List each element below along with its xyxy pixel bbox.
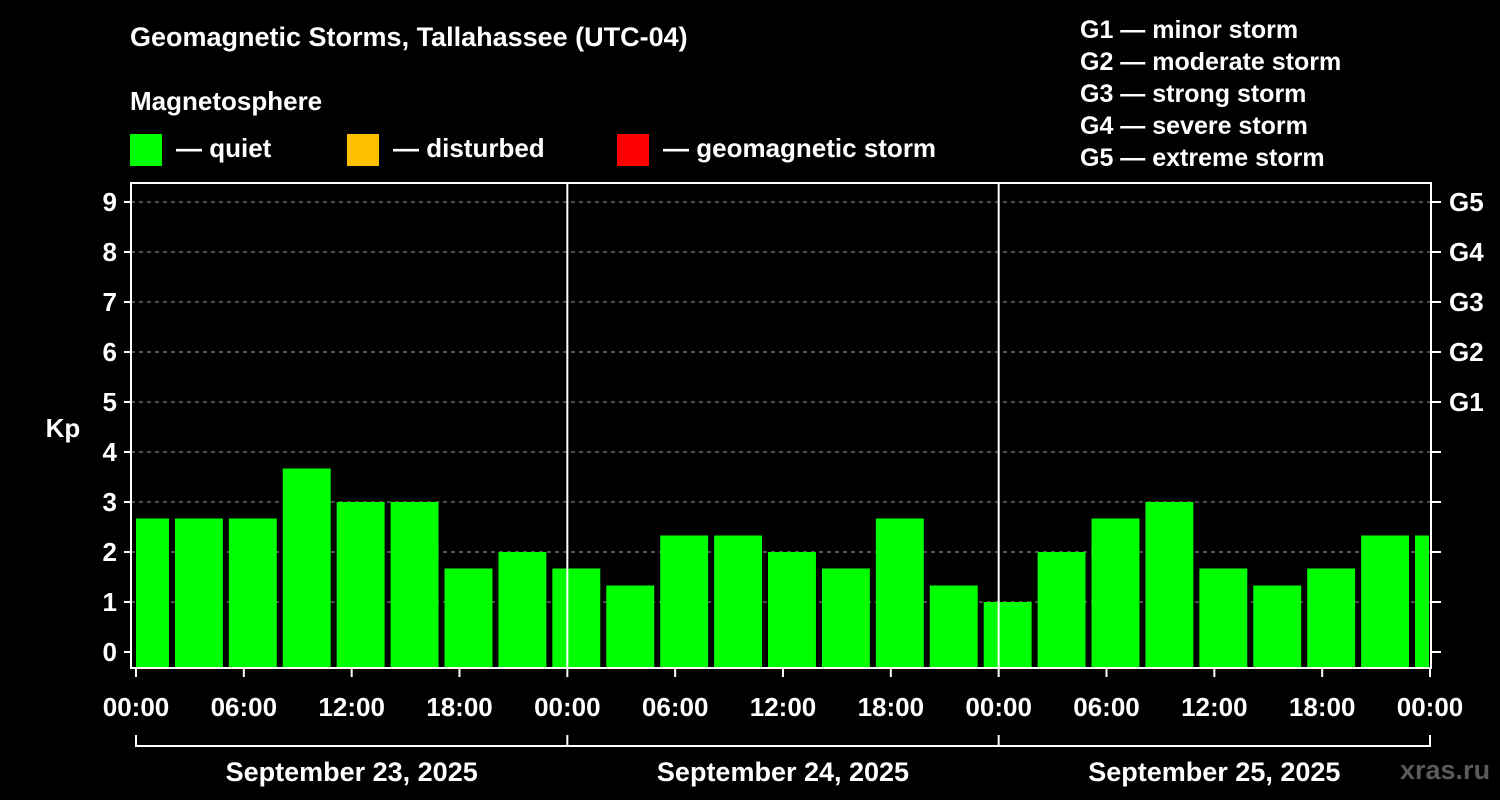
y-tick-label-7: 7	[103, 287, 117, 317]
chart-title: Geomagnetic Storms, Tallahassee (UTC-04)	[130, 22, 688, 52]
kp-bar-14	[875, 518, 924, 668]
right-axis-label-G2: G2	[1449, 337, 1484, 367]
x-tick-label-3: 18:00	[426, 692, 493, 722]
legend-quiet-swatch	[130, 134, 162, 166]
legend-quiet-label: — quiet	[176, 133, 272, 163]
kp-bar-17	[1037, 552, 1086, 668]
legend-disturbed-label: — disturbed	[393, 133, 545, 163]
g-level-4: G4 — severe storm	[1080, 112, 1308, 140]
x-tick-label-9: 06:00	[1073, 692, 1140, 722]
x-tick-label-11: 18:00	[1289, 692, 1356, 722]
y-tick-label-9: 9	[103, 187, 117, 217]
y-tick-label-3: 3	[103, 487, 117, 517]
x-tick-label-4: 00:00	[534, 692, 601, 722]
x-tick-label-1: 06:00	[211, 692, 278, 722]
kp-bar-9	[606, 585, 655, 668]
day-label-2: September 25, 2025	[1088, 757, 1340, 787]
g-level-1: G1 — minor storm	[1080, 16, 1299, 44]
y-tick-label-2: 2	[103, 537, 117, 567]
g-level-2: G2 — moderate storm	[1080, 48, 1342, 76]
kp-bar-2	[228, 518, 277, 668]
x-tick-label-6: 12:00	[750, 692, 817, 722]
kp-bar-1	[174, 518, 223, 668]
kp-bar-24	[1415, 535, 1429, 668]
kp-bar-8	[552, 568, 601, 668]
plot-frame	[130, 182, 1432, 669]
y-axis-title: Kp	[46, 413, 81, 443]
kp-bar-12	[768, 552, 816, 668]
day-label-0: September 23, 2025	[226, 757, 478, 787]
y-tick-label-1: 1	[103, 587, 117, 617]
x-tick-label-7: 18:00	[858, 692, 925, 722]
kp-bar-15	[929, 585, 978, 668]
x-tick-label-10: 12:00	[1181, 692, 1248, 722]
x-tick-label-12: 00:00	[1397, 692, 1464, 722]
kp-bar-10	[660, 535, 709, 668]
g-level-legend: G1 — minor storm G2 — moderate storm G3 …	[1080, 14, 1341, 174]
x-tick-label-8: 00:00	[965, 692, 1032, 722]
kp-bar-13	[821, 568, 870, 668]
right-axis-label-G1: G1	[1449, 387, 1484, 417]
day-label-1: September 24, 2025	[657, 757, 909, 787]
kp-bar-23	[1361, 535, 1410, 668]
kp-bar-16	[983, 602, 1032, 668]
y-tick-label-5: 5	[103, 387, 117, 417]
right-axis-label-G3: G3	[1449, 287, 1484, 317]
kp-bar-21	[1253, 585, 1302, 668]
kp-bar-11	[714, 535, 763, 668]
kp-bar-0	[136, 518, 169, 668]
x-tick-label-0: 00:00	[103, 692, 170, 722]
y-tick-label-6: 6	[103, 337, 117, 367]
kp-bar-19	[1145, 502, 1194, 668]
kp-bar-5	[390, 502, 439, 668]
y-tick-label-4: 4	[103, 437, 118, 467]
right-axis-label-G5: G5	[1449, 187, 1484, 217]
x-tick-label-5: 06:00	[642, 692, 709, 722]
kp-bar-18	[1091, 518, 1140, 668]
right-axis-label-G4: G4	[1449, 237, 1484, 267]
legend-storm-label: — geomagnetic storm	[663, 133, 937, 163]
g-level-5: G5 — extreme storm	[1080, 144, 1325, 172]
magnetosphere-label: Magnetosphere	[130, 86, 323, 116]
legend-storm-swatch	[617, 134, 649, 166]
legend-disturbed-swatch	[347, 134, 379, 166]
x-tick-label-2: 12:00	[318, 692, 385, 722]
watermark: xras.ru	[1400, 755, 1491, 785]
kp-bar-3	[282, 468, 331, 668]
kp-bar-4	[336, 502, 385, 668]
kp-bar-22	[1307, 568, 1356, 668]
kp-bar-6	[444, 568, 493, 668]
y-tick-label-8: 8	[103, 237, 117, 267]
kp-bar-7	[498, 552, 547, 668]
y-tick-label-0: 0	[103, 637, 117, 667]
g-level-3: G3 — strong storm	[1080, 80, 1307, 108]
kp-bar-20	[1199, 568, 1248, 668]
